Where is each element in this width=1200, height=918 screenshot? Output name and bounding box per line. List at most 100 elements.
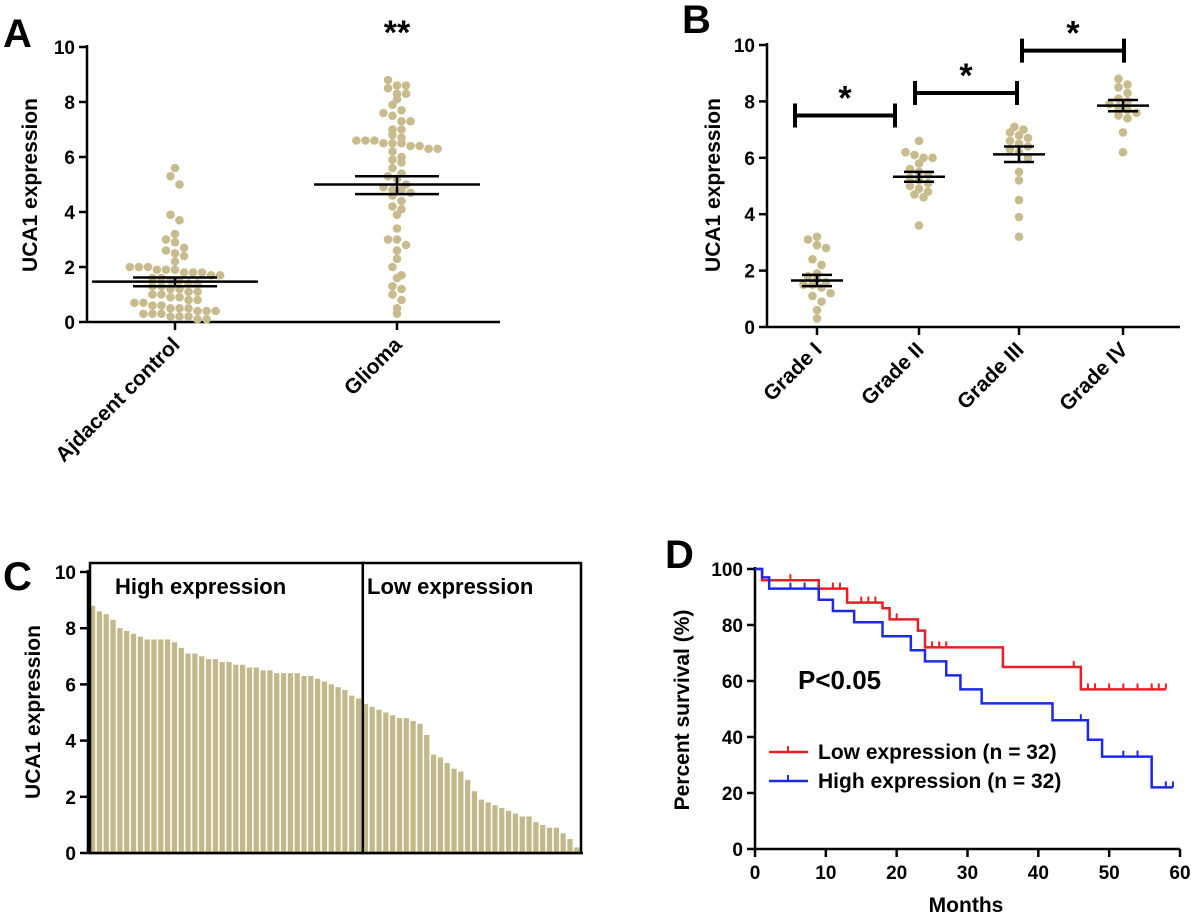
bar: [396, 718, 403, 853]
panel-d-survival: Percent survival (%) Months P<0.05 Low e…: [671, 560, 1191, 917]
bar: [567, 838, 573, 853]
data-point: [1014, 232, 1024, 242]
data-point: [433, 144, 442, 154]
data-point: [808, 291, 817, 301]
data-point: [139, 309, 148, 319]
bar: [240, 664, 246, 853]
data-point: [397, 138, 406, 148]
bar: [403, 718, 409, 853]
data-point: [175, 180, 184, 189]
data-point: [1123, 80, 1132, 89]
legend-low-label: Low expression (n = 32): [818, 741, 1057, 764]
bar: [574, 847, 580, 853]
legend-high-label: High expression (n = 32): [818, 770, 1061, 793]
y-tick-label: 40: [722, 728, 743, 749]
bar: [512, 813, 519, 853]
x-tick-label: 20: [886, 863, 907, 884]
bar: [458, 771, 464, 853]
significance-label: *: [838, 80, 852, 118]
data-point: [914, 159, 924, 168]
bar: [444, 763, 450, 853]
panel-d-ylabel: Percent survival (%): [671, 610, 694, 811]
data-point: [383, 83, 393, 93]
data-point: [817, 283, 826, 292]
bar: [144, 639, 150, 853]
data-point: [401, 240, 411, 250]
data-point: [817, 297, 826, 306]
data-point: [197, 268, 207, 277]
data-point: [370, 136, 379, 145]
data-point: [905, 181, 915, 191]
bar: [219, 661, 225, 853]
x-tick-label: 10: [815, 863, 836, 884]
data-point: [397, 284, 406, 294]
data-point: [812, 240, 822, 250]
y-tick-label: 0: [732, 840, 743, 861]
bar: [103, 614, 109, 853]
data-point: [388, 191, 397, 200]
bar: [390, 715, 396, 853]
data-point: [125, 262, 135, 272]
bar: [451, 768, 457, 853]
bar: [362, 704, 368, 853]
x-tick-label: 30: [957, 863, 978, 884]
data-point: [161, 265, 171, 275]
significance-label: *: [1066, 15, 1080, 53]
y-tick-label: 80: [722, 616, 743, 637]
data-point: [817, 260, 826, 270]
data-point: [1005, 136, 1015, 146]
data-point: [424, 144, 433, 154]
bar: [505, 810, 512, 853]
bar: [417, 723, 423, 853]
data-point: [910, 150, 919, 160]
panel-a-ylabel: UCA1 expression: [19, 98, 42, 272]
data-point: [179, 243, 189, 253]
y-tick-label: 6: [744, 149, 755, 170]
y-tick-label: 0: [744, 318, 755, 339]
bar: [212, 659, 218, 853]
data-point: [130, 298, 139, 308]
data-point: [1014, 176, 1024, 185]
data-point: [1118, 128, 1128, 137]
significance-label: *: [959, 57, 973, 95]
data-point: [170, 229, 180, 239]
data-point: [166, 210, 175, 220]
data-point: [215, 270, 225, 280]
data-point: [188, 268, 198, 277]
data-point: [157, 309, 166, 319]
data-point: [383, 235, 393, 244]
data-point: [392, 224, 402, 233]
data-point: [812, 314, 822, 323]
data-point: [202, 314, 211, 324]
data-point: [392, 254, 402, 264]
data-point: [826, 288, 835, 298]
data-point: [161, 235, 171, 244]
bar: [321, 681, 328, 853]
bar: [485, 802, 491, 853]
panel-d-xlabel: Months: [929, 894, 1004, 917]
y-tick-label: 0: [64, 313, 75, 334]
survival-line: [755, 567, 1166, 691]
data-point: [397, 295, 406, 305]
data-point: [401, 81, 411, 90]
data-point: [379, 108, 388, 118]
data-point: [175, 292, 184, 302]
bar: [130, 633, 137, 853]
bar: [376, 709, 382, 853]
bar: [137, 636, 143, 853]
y-tick-label: 6: [64, 148, 75, 169]
survival-line: [755, 567, 1173, 789]
data-point: [914, 136, 924, 146]
bar: [553, 827, 559, 853]
data-point: [392, 273, 402, 283]
x-category-label: Grade II: [857, 338, 929, 410]
bar: [355, 698, 362, 853]
bar: [335, 687, 341, 853]
data-point: [1014, 130, 1024, 140]
y-tick-label: 6: [65, 675, 76, 696]
data-point: [170, 163, 180, 173]
bar: [465, 779, 471, 853]
data-point: [379, 138, 388, 148]
x-tick-label: 40: [1028, 863, 1049, 884]
data-point: [397, 105, 406, 115]
